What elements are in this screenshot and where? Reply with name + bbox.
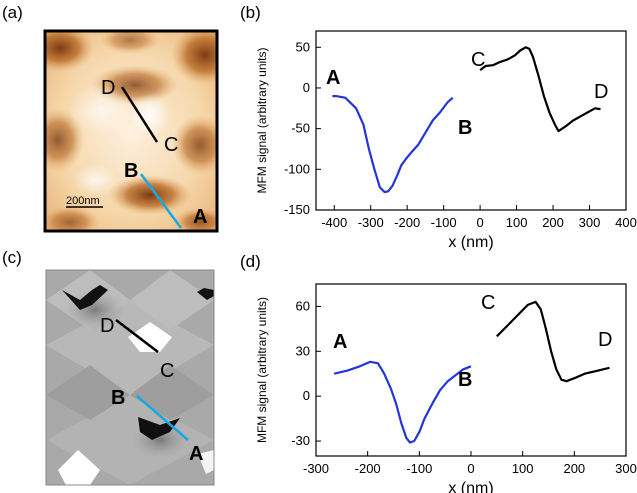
scan-line-cd	[120, 86, 159, 143]
x-tick-label: -300	[358, 215, 384, 230]
x-tick-label: 200	[542, 215, 564, 230]
scan-line-ab	[139, 173, 183, 229]
x-tick-label: 100	[512, 461, 534, 476]
y-tick-label: 60	[296, 298, 310, 313]
plot-frame	[315, 30, 627, 211]
series-start-label: A	[333, 331, 347, 353]
series-start-label: C	[481, 292, 495, 314]
point-label-a: A	[193, 206, 207, 228]
mfm-image-c: D C B A	[45, 269, 215, 486]
y-tick-label: -30	[291, 433, 310, 448]
y-tick-label: -150	[284, 202, 310, 217]
x-axis-title: x (nm)	[448, 234, 493, 251]
mfm-image-a: 200nm D C B A	[43, 29, 219, 233]
x-tick-label: -200	[355, 461, 381, 476]
point-label-c: C	[164, 134, 178, 156]
x-tick-label: -400	[321, 215, 347, 230]
point-label-b-c: B	[111, 387, 125, 409]
x-tick-label: -100	[431, 215, 457, 230]
series-end-label: B	[458, 117, 472, 139]
point-label-d-c: D	[100, 315, 114, 337]
x-tick-label: 300	[579, 215, 601, 230]
x-tick-label: 200	[563, 461, 585, 476]
x-tick-label: 400	[615, 215, 637, 230]
point-label-c-c: C	[160, 360, 174, 382]
panel-label-b: (b)	[240, 3, 261, 22]
y-tick-label: -50	[291, 121, 310, 136]
series-line-c-d	[496, 300, 610, 383]
point-label-a-c: A	[189, 443, 203, 465]
series-end-label: D	[594, 81, 608, 103]
x-tick-label: 0	[467, 461, 474, 476]
scan-line-cd-c	[115, 319, 159, 353]
chart-b: -400 -300 -200 -100 0 100 200 300 400500-50-100-…	[255, 30, 637, 251]
panel-label-c: (c)	[2, 248, 22, 267]
series-line-a-b	[333, 360, 472, 444]
x-tick-label: -300	[303, 461, 329, 476]
x-tick-label: 300	[615, 461, 637, 476]
series-end-label: B	[458, 369, 472, 391]
x-tick-label: 0	[477, 215, 484, 230]
series-end-label: D	[598, 329, 612, 351]
scale-bar-label: 200nm	[66, 195, 100, 207]
x-tick-label: -100	[406, 461, 432, 476]
x-tick-label: 100	[506, 215, 528, 230]
point-label-d: D	[101, 77, 115, 99]
point-label-b: B	[124, 160, 138, 182]
y-axis-title: MFM signal (arbitrary units)	[255, 47, 269, 193]
y-tick-label: 50	[296, 39, 310, 54]
series-line-c-d	[479, 46, 601, 133]
y-tick-label: 0	[303, 80, 310, 95]
y-axis-title: MFM signal (arbitrary units)	[255, 297, 269, 443]
series-line-a-b	[332, 95, 454, 194]
y-tick-label: 30	[296, 343, 310, 358]
series-start-label: C	[471, 49, 485, 71]
series-start-label: A	[326, 67, 340, 89]
x-axis-title: x (nm)	[448, 480, 493, 493]
panel-label-a: (a)	[2, 3, 23, 22]
x-tick-label: -200	[394, 215, 420, 230]
y-tick-label: 0	[303, 388, 310, 403]
panel-label-d: (d)	[240, 252, 261, 271]
y-tick-label: -100	[284, 161, 310, 176]
scan-line-ab-c	[136, 395, 189, 441]
